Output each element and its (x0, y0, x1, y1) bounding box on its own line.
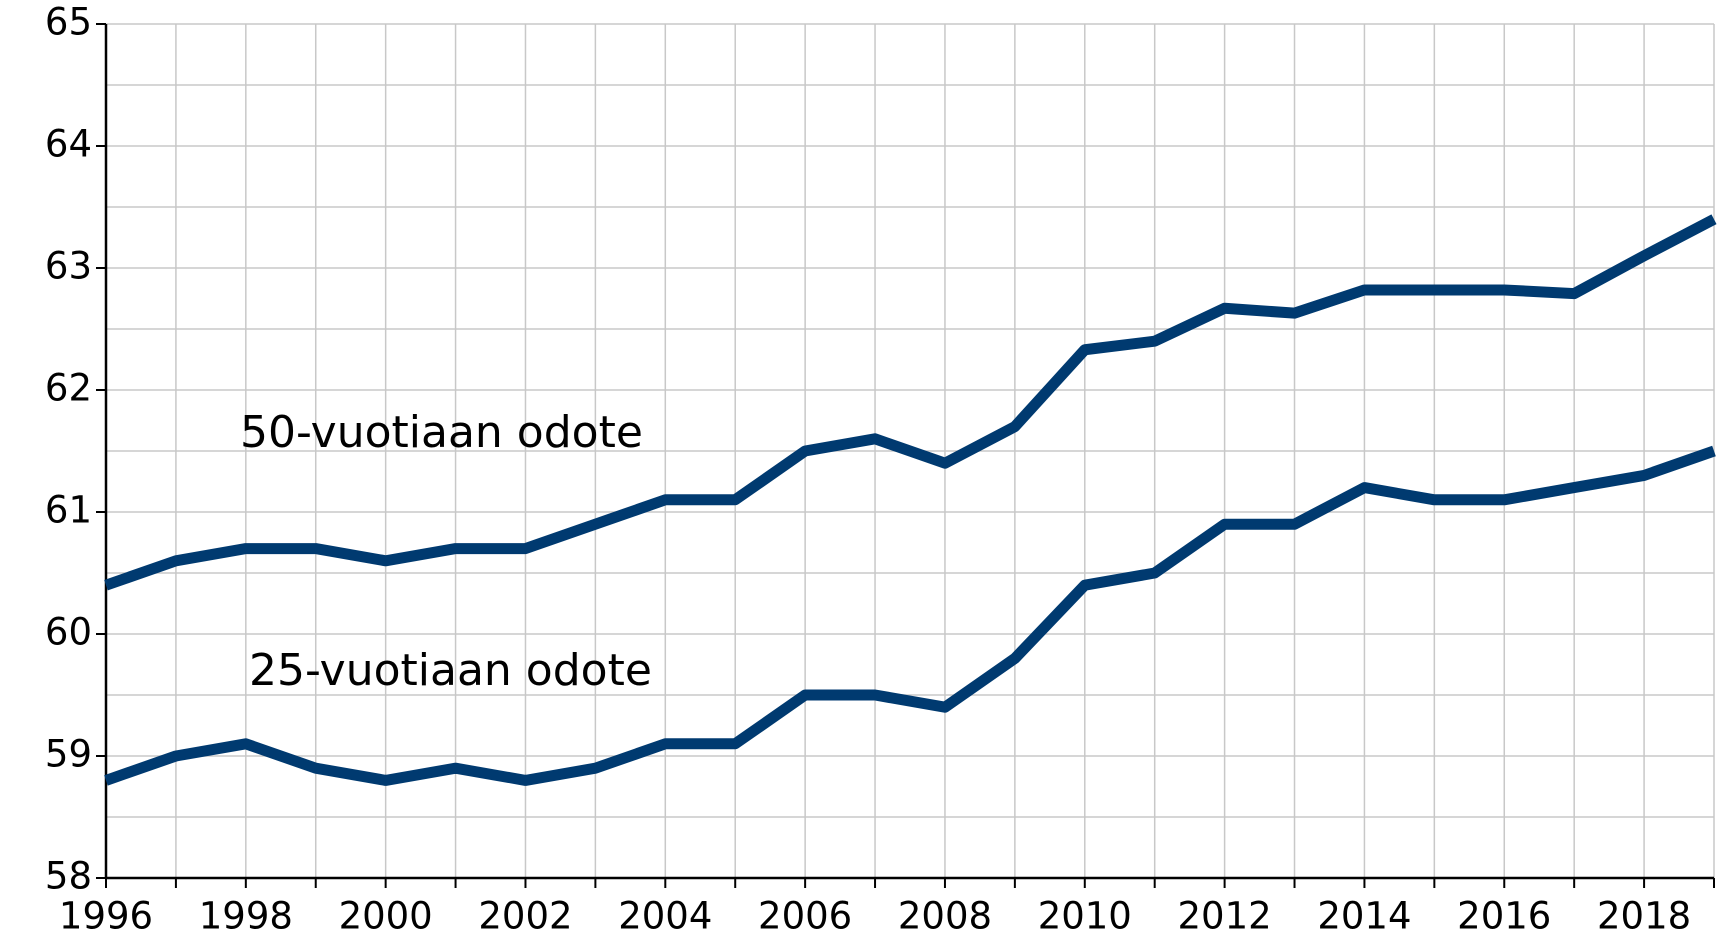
y-tick-label: 62 (45, 367, 92, 410)
x-tick-label: 2012 (1178, 895, 1272, 938)
series-line (104, 445, 1716, 786)
y-tick-label: 63 (45, 245, 92, 288)
y-tick-label: 58 (45, 855, 92, 898)
x-tick-label: 2016 (1457, 895, 1551, 938)
y-tick-label: 64 (45, 123, 92, 166)
x-tick-label: 2002 (478, 895, 572, 938)
x-tick-label: 2014 (1317, 895, 1411, 938)
y-tick-label: 59 (45, 733, 92, 776)
x-tick-label: 2006 (758, 895, 852, 938)
series-line (104, 214, 1717, 591)
x-tick-label: 2018 (1597, 895, 1691, 938)
x-tick-label: 1998 (199, 895, 293, 938)
y-tick-label: 60 (45, 611, 92, 654)
x-tick-label: 2010 (1038, 895, 1132, 938)
y-tick-label: 65 (45, 1, 92, 44)
x-tick-label: 2004 (618, 895, 712, 938)
y-tick-label: 61 (45, 489, 92, 532)
series-label: 25-vuotiaan odote (249, 645, 652, 696)
series-label: 50-vuotiaan odote (240, 407, 643, 458)
x-tick-label: 2000 (339, 895, 433, 938)
x-tick-label: 1996 (59, 895, 153, 938)
x-tick-label: 2008 (898, 895, 992, 938)
